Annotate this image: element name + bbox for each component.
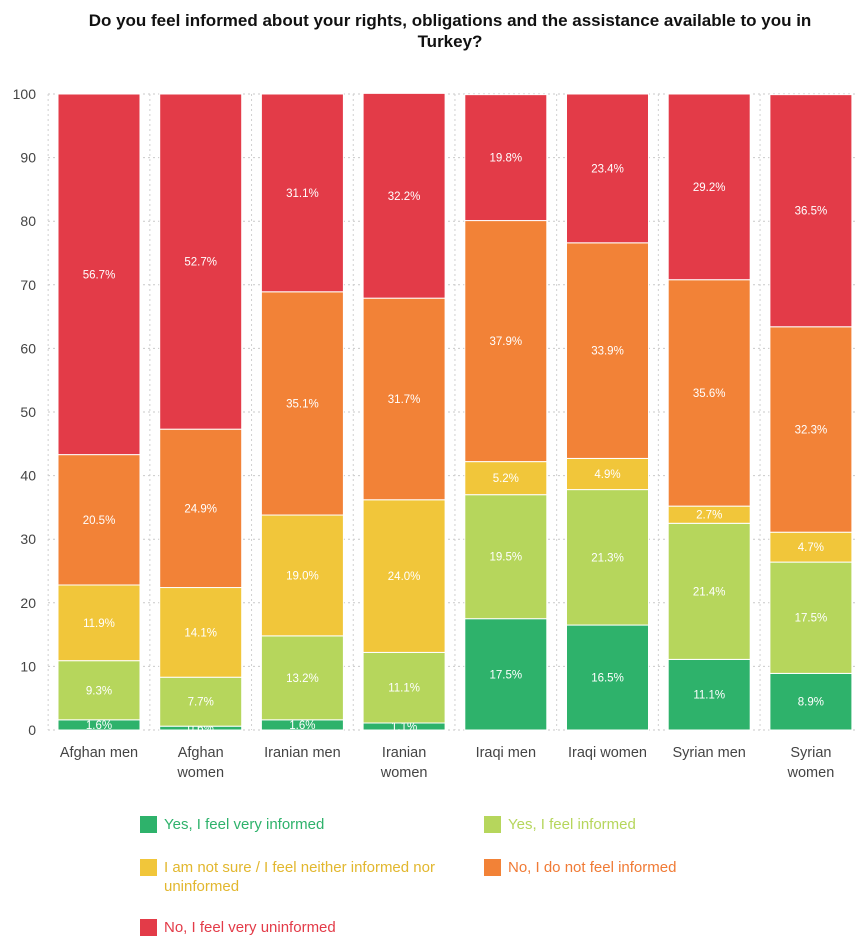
data-label: 13.2% (286, 673, 319, 685)
data-label: 1.1% (391, 722, 417, 734)
data-label: 19.5% (489, 552, 522, 564)
data-label: 16.5% (591, 673, 624, 685)
data-label: 33.9% (591, 346, 624, 358)
y-tick-label: 20 (20, 595, 36, 611)
data-label: 21.3% (591, 552, 624, 564)
data-label: 24.9% (184, 503, 217, 515)
data-label: 11.1% (693, 690, 725, 702)
bar-segment (362, 499, 446, 653)
bar-segment (566, 489, 649, 626)
data-label: 11.9% (83, 618, 115, 630)
data-label: 8.9% (798, 697, 824, 709)
y-tick-label: 30 (20, 531, 36, 547)
bar-segment (57, 93, 141, 456)
x-tick-label: Iraqi women (568, 745, 647, 761)
data-label: 36.5% (795, 206, 828, 218)
data-label: 5.2% (493, 473, 519, 485)
bar-segment (667, 279, 751, 507)
data-label: 31.1% (286, 188, 319, 200)
bar-segment (464, 94, 548, 222)
data-label: 23.4% (591, 163, 624, 175)
bar-segment (769, 561, 853, 674)
data-label: 32.2% (388, 191, 421, 203)
data-label: 31.7% (388, 394, 421, 406)
bar-segment (260, 635, 344, 721)
y-tick-label: 0 (28, 722, 36, 738)
data-label: 11.1% (388, 683, 420, 695)
data-label: 1.6% (289, 720, 315, 732)
data-label: 9.3% (86, 685, 112, 697)
bar-segment (362, 92, 446, 299)
bar-segment (464, 494, 548, 620)
bar-segment (667, 522, 751, 660)
y-tick-label: 100 (13, 86, 37, 102)
bar-segment (260, 291, 344, 516)
bar-segment (566, 93, 649, 244)
data-label: 20.5% (83, 515, 116, 527)
bar-segment (769, 531, 853, 563)
bar-segment (260, 514, 344, 637)
data-label: 29.2% (693, 182, 726, 194)
bar-segment (464, 220, 548, 463)
data-label: 4.9% (594, 469, 620, 481)
bar-segment (260, 93, 344, 293)
data-label: 2.7% (696, 510, 722, 522)
y-tick-label: 50 (20, 404, 36, 420)
bar-segment (667, 93, 751, 281)
y-tick-label: 40 (20, 468, 36, 484)
y-tick-label: 60 (20, 340, 36, 356)
bar-segment (566, 624, 649, 731)
bar-segment (566, 242, 649, 459)
bar-segment (159, 676, 243, 727)
x-tick-label: Afghan women (176, 745, 224, 781)
data-label: 32.3% (795, 424, 828, 436)
bar-segment (57, 660, 141, 721)
data-label: 1.6% (86, 720, 112, 732)
x-tick-label: Syrian women (787, 745, 835, 781)
x-tick-label: Iraqi men (476, 745, 536, 761)
y-tick-label: 10 (20, 658, 36, 674)
bar-segment (667, 658, 751, 731)
data-label: 7.7% (188, 697, 214, 709)
bar-segment (769, 94, 853, 328)
data-label: 21.4% (693, 586, 726, 598)
data-label: 17.5% (489, 669, 522, 681)
y-tick-label: 70 (20, 277, 36, 293)
data-label: 14.1% (184, 627, 217, 639)
data-label: 35.6% (693, 388, 726, 400)
chart-title: Do you feel informed about your rights, … (88, 11, 812, 51)
bar-segment (362, 297, 446, 501)
bar-segment (159, 428, 243, 589)
y-tick-label: 90 (20, 150, 36, 166)
data-label: 17.5% (795, 613, 828, 625)
data-label: 35.1% (286, 398, 319, 410)
data-label: 19.0% (286, 570, 319, 582)
y-tick-label: 80 (20, 213, 36, 229)
bar-segment (57, 584, 141, 662)
x-tick-label: Syrian men (673, 745, 746, 761)
data-label: 4.7% (798, 542, 824, 554)
bar-segment (769, 672, 853, 731)
bar-segment (566, 457, 649, 491)
bar-segment (159, 93, 243, 430)
data-label: 24.0% (388, 571, 421, 583)
data-label: 56.7% (83, 269, 116, 281)
x-tick-label: Iranian men (264, 745, 341, 761)
data-label: 37.9% (489, 336, 522, 348)
x-tick-label: Afghan men (60, 745, 138, 761)
data-label: 52.7% (184, 257, 217, 269)
bar-segment (159, 587, 243, 678)
data-label: 19.8% (489, 153, 522, 165)
x-tick-label: Iranian women (380, 745, 428, 781)
